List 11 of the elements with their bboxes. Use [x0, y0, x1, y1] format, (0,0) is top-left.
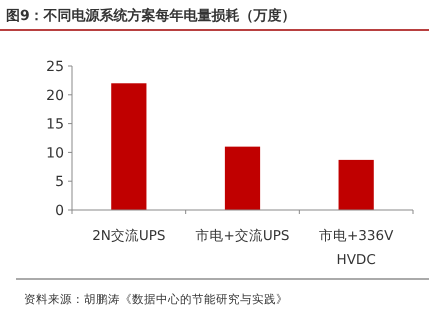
x-tick-label: 市电+交流UPS	[196, 228, 290, 244]
y-tick-label: 0	[55, 203, 64, 219]
y-tick-label: 20	[46, 88, 64, 104]
y-tick-label: 25	[46, 59, 64, 75]
chart-title: 图9：不同电源系统方案每年电量损耗（万度）	[6, 7, 296, 24]
y-tick-label: 5	[55, 174, 64, 190]
y-tick-label: 10	[46, 145, 64, 162]
text: 资料来源：胡鹏涛《数据中心的节能研究与实践》	[24, 292, 288, 306]
x-tick-label: 2N交流UPS	[92, 228, 166, 244]
x-tick-label: 市电+336V HVDC	[319, 228, 394, 268]
y-tick-label: 15	[46, 116, 64, 133]
